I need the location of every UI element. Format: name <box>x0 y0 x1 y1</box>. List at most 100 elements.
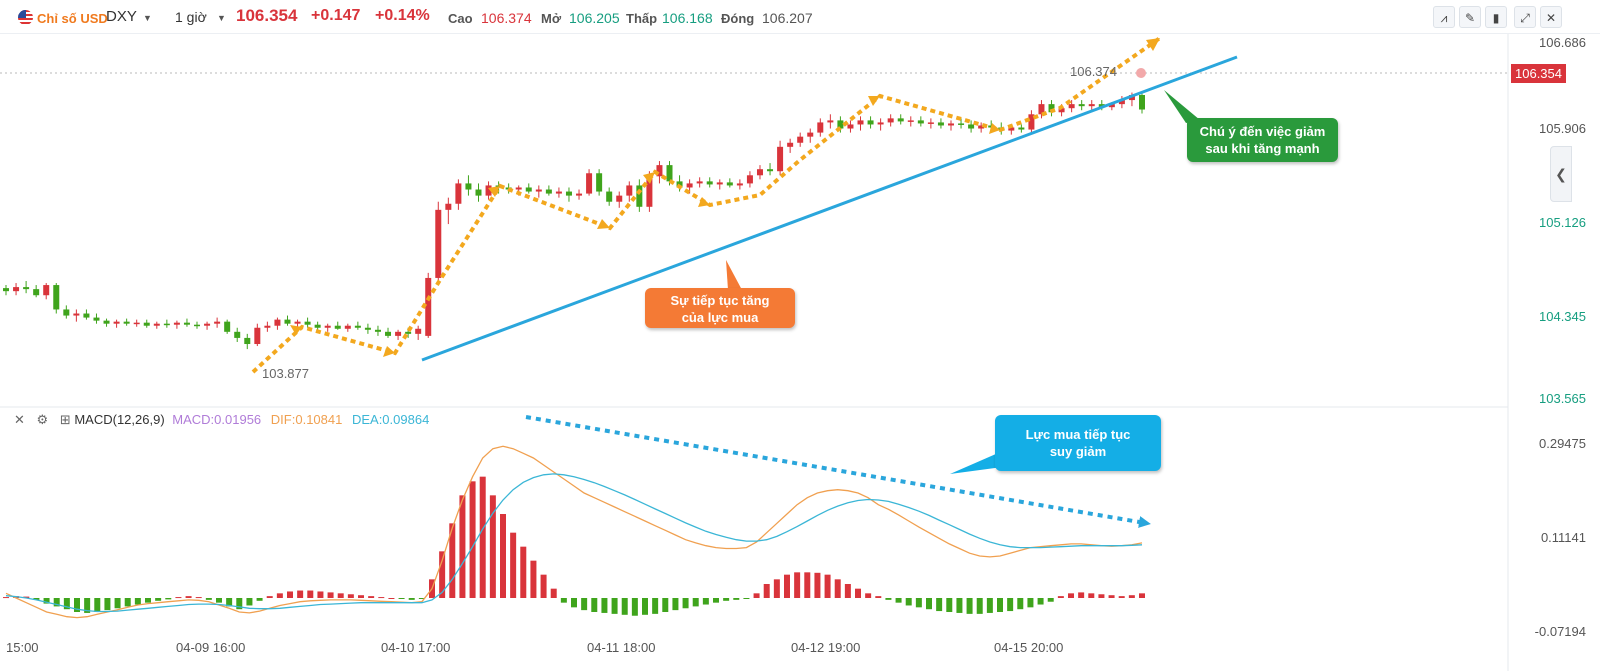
candle-body <box>284 319 291 324</box>
macd-hist-bar <box>205 598 212 600</box>
macd-hist-bar <box>53 598 60 607</box>
candle-body <box>173 322 180 325</box>
price-change: +0.147 <box>311 7 361 24</box>
macd-hist-bar <box>814 572 821 598</box>
macd-hist-bar <box>1057 596 1064 598</box>
macd-hist-bar <box>216 598 222 603</box>
draw-icon[interactable]: ✎ <box>1459 6 1481 28</box>
candle-body <box>837 120 844 129</box>
last-price-badge: 106.354 <box>1511 64 1566 83</box>
y-tick-1: 106.686 <box>1539 35 1586 50</box>
macd-hist-bar <box>571 598 577 608</box>
macd-hist-bar <box>611 598 618 614</box>
macd-hist-bar <box>997 598 1003 612</box>
x-tick-4: 04-11 18:00 <box>587 640 656 655</box>
callout-1-line-1: Sự tiếp tục tăng <box>670 293 770 308</box>
symbol-code[interactable]: DXY <box>106 8 137 25</box>
macd-hist-bar <box>94 598 101 612</box>
high-value: 106.374 <box>481 10 532 26</box>
candle-body <box>1139 94 1145 110</box>
x-tick-3: 04-10 17:00 <box>381 640 451 655</box>
macd-hist-bar <box>865 593 872 598</box>
callout-2-line-2: sau khi tăng mạnh <box>1205 141 1320 156</box>
macd-hist-bar <box>469 481 476 598</box>
candle-body <box>1008 127 1015 131</box>
timeframe-selector[interactable]: 1 giờ <box>175 9 207 25</box>
candle-body <box>73 313 80 316</box>
candle-body <box>555 191 562 194</box>
macd-hist-bar <box>713 598 719 603</box>
chart-type-icon[interactable]: ⩘ <box>1433 6 1455 28</box>
dea-value: DEA:0.09864 <box>351 412 430 427</box>
macd-hist-bar <box>134 598 141 605</box>
candle-body <box>827 120 834 123</box>
candle-icon[interactable]: ▮ <box>1485 6 1507 28</box>
candle-body <box>1078 104 1085 107</box>
dea-line <box>5 473 1143 613</box>
macd-hist-bar <box>1098 594 1105 598</box>
macd-hist-bar <box>530 560 537 598</box>
macd-hist-bar <box>347 594 354 598</box>
macd-hist-bar <box>418 598 425 599</box>
macd-hist-bar <box>784 574 790 598</box>
y-tick-5: 103.565 <box>1539 391 1586 406</box>
uptrend-line <box>421 55 1238 362</box>
x-tick-6: 04-15 20:00 <box>994 640 1064 655</box>
macd-hist-bar <box>753 593 760 598</box>
close-pane-icon[interactable]: ✕ <box>14 412 25 427</box>
candle-body <box>716 182 723 185</box>
macd-hist-bar <box>621 598 628 615</box>
candle-body <box>264 325 271 328</box>
macd-hist-bar <box>1118 596 1125 598</box>
macd-hist-bar <box>256 598 263 601</box>
open-label: Mở <box>541 11 562 26</box>
candle-body <box>958 123 965 125</box>
callout-buying-continues: Sự tiếp tục tăng của lực mua <box>645 288 795 328</box>
current-candle-glow <box>1136 68 1146 78</box>
candle-body <box>1108 104 1115 108</box>
macd-hist-bar <box>1007 598 1014 612</box>
macd-hist-bar <box>175 597 182 599</box>
price-change-pct: +0.14% <box>375 7 430 24</box>
macd-hist-bar <box>591 598 598 612</box>
chevron-left-icon: ❮ <box>1555 166 1567 182</box>
close-value: 106.207 <box>762 10 813 26</box>
collapse-icon[interactable]: ⊞ <box>59 412 71 427</box>
candle-body <box>374 329 381 332</box>
macd-hist-bar <box>834 579 841 598</box>
candle-body <box>33 289 40 296</box>
candle-body <box>204 323 211 326</box>
macd-hist-bar <box>662 598 669 612</box>
macd-hist-bar <box>702 598 709 605</box>
candle-body <box>887 118 894 123</box>
candle-body <box>656 165 663 177</box>
macd-hist-bar <box>510 532 517 598</box>
candle-body <box>83 313 90 318</box>
candle-body <box>917 120 924 124</box>
symbol-dropdown-icon[interactable]: ▼ <box>143 13 152 23</box>
macd-hist-bar <box>185 596 192 598</box>
candle-body <box>53 285 60 310</box>
symbol-name[interactable]: Chỉ số USD <box>37 11 108 26</box>
macd-hist-bar <box>307 590 314 598</box>
timeframe-dropdown-icon[interactable]: ▼ <box>217 13 226 23</box>
settings-icon[interactable]: ⚙ <box>36 412 49 427</box>
candle-body <box>817 122 824 133</box>
callout-buying-weakens: Lực mua tiếp tục suy giảm <box>995 415 1161 471</box>
candle-body <box>545 189 552 194</box>
close-icon[interactable]: ✕ <box>1540 6 1562 28</box>
macd-hist-bar <box>631 598 638 616</box>
macd-hist-bar <box>986 598 993 613</box>
candle-body <box>234 331 241 338</box>
candle-body <box>565 191 572 196</box>
expand-icon[interactable]: ⤢ <box>1514 6 1536 28</box>
macd-hist-bar <box>926 598 932 610</box>
candle-body <box>294 321 301 324</box>
candle-body <box>1088 104 1095 107</box>
side-panel-toggle[interactable]: ❮ <box>1550 146 1572 202</box>
macd-hist-bar <box>581 598 588 611</box>
macd-hist-bar <box>1078 592 1085 598</box>
macd-hist-bar <box>844 584 851 598</box>
macd-hist-bar <box>378 597 385 599</box>
